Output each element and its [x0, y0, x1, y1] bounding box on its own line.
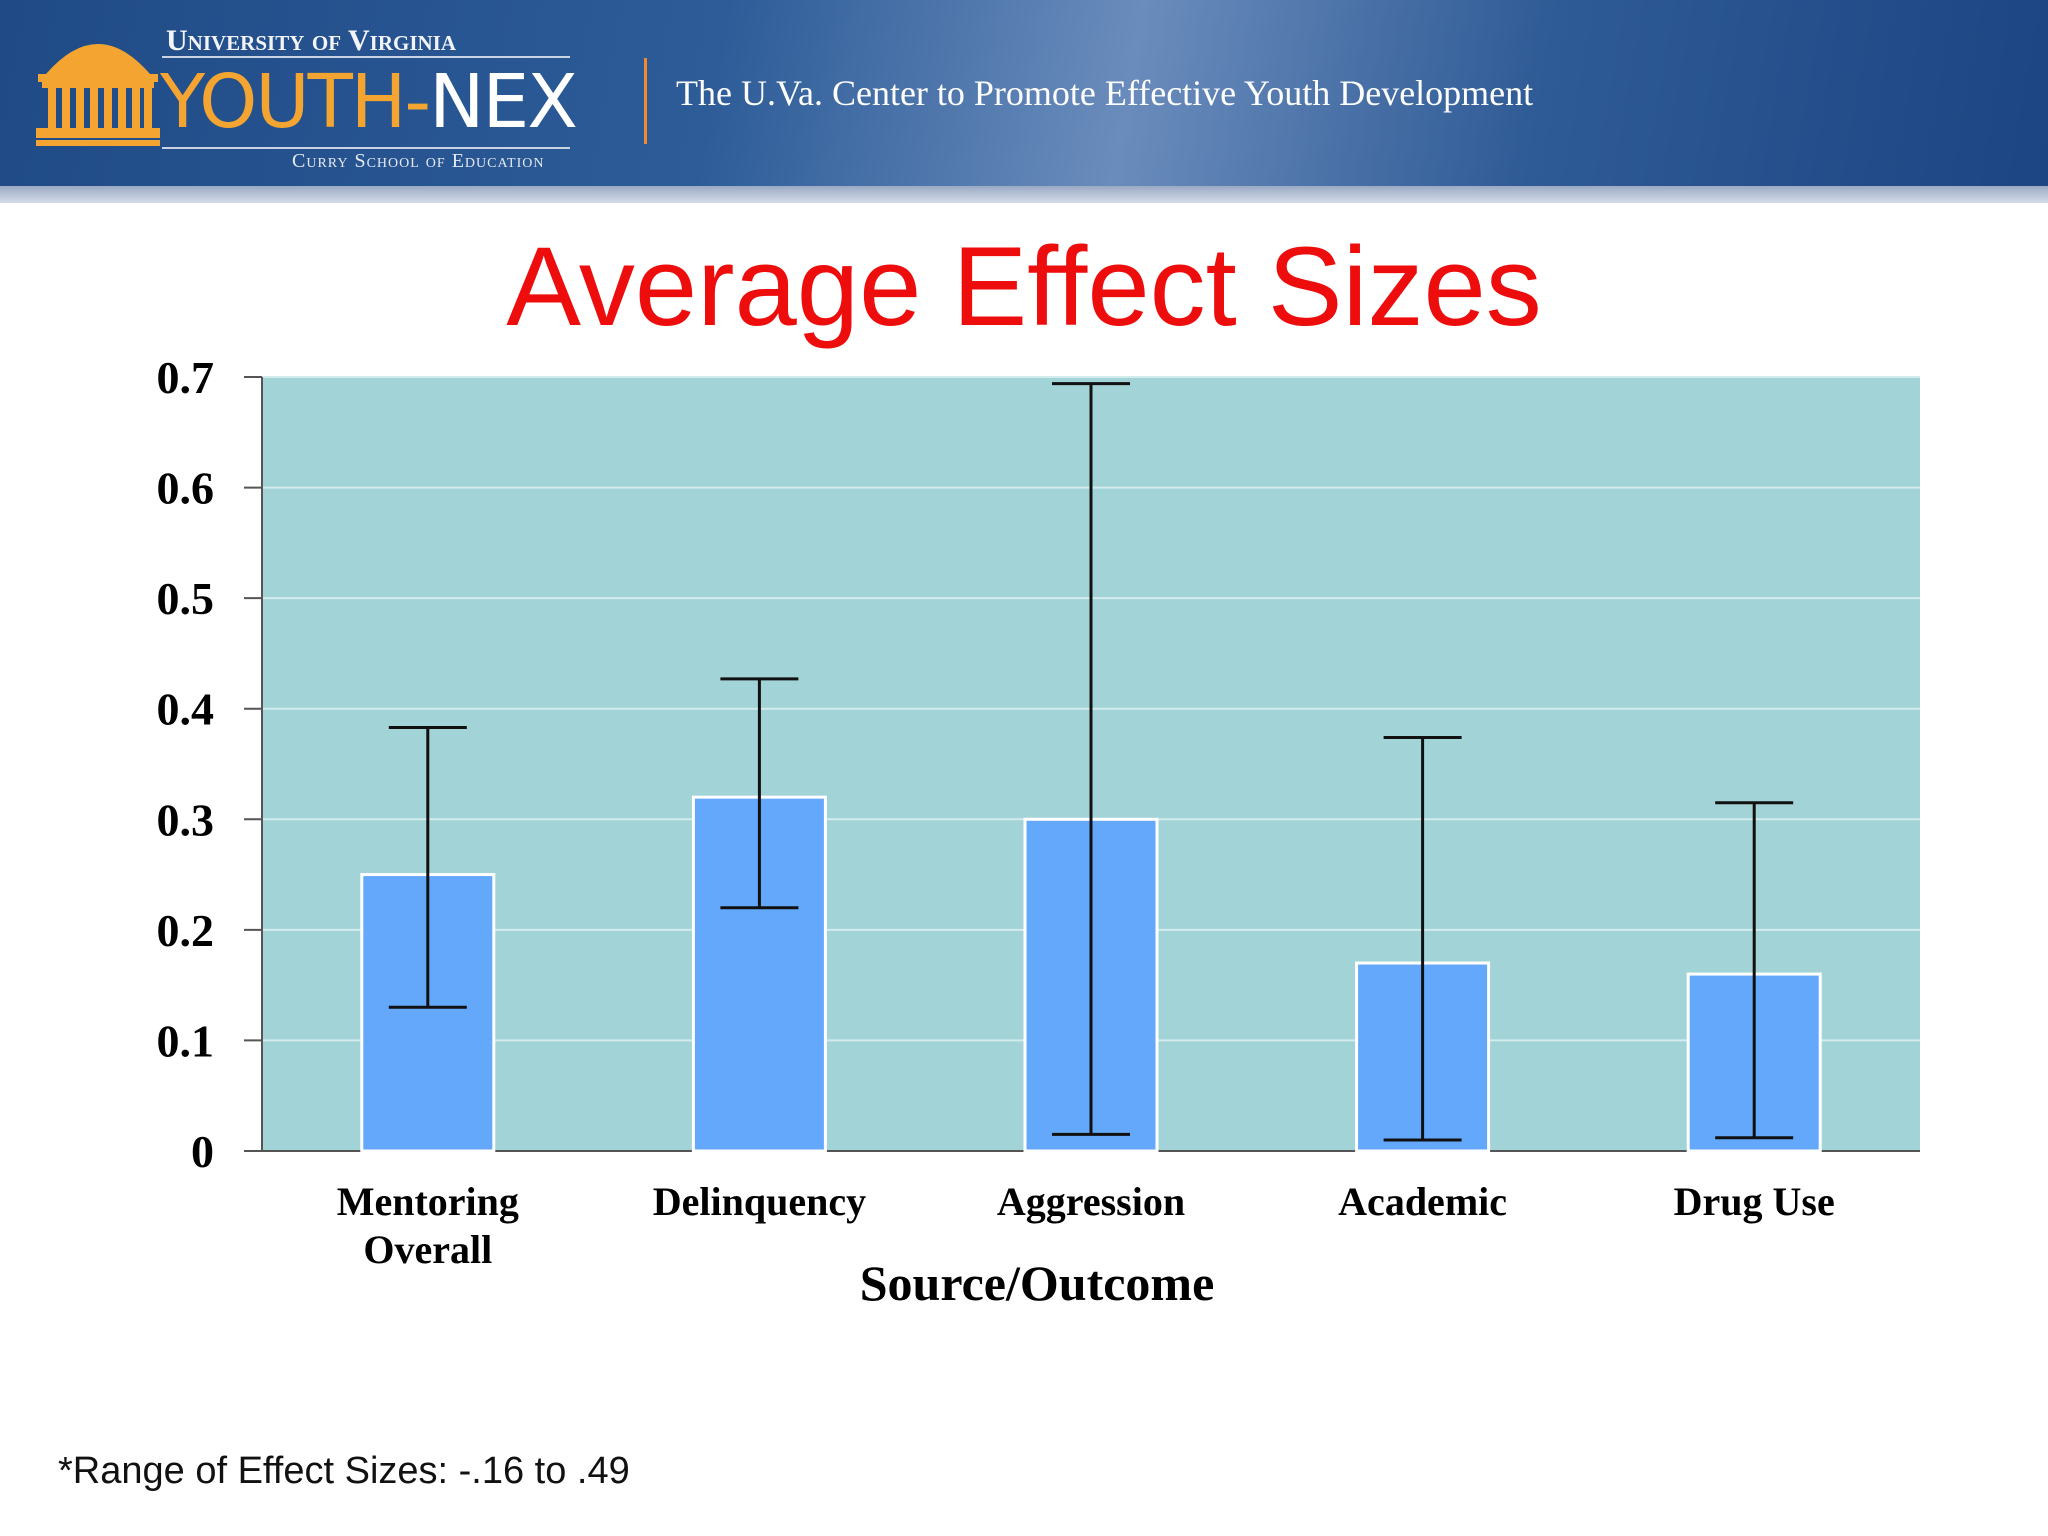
y-tick-label: 0.7 [157, 352, 215, 403]
university-name: University of Virginia [166, 24, 456, 57]
x-tick-label: Aggression [997, 1179, 1185, 1224]
x-tick-label: Drug Use [1674, 1179, 1835, 1224]
brand-part-nex: NEX [429, 59, 578, 145]
y-tick-label: 0.2 [157, 905, 215, 956]
x-axis-title: Source/Outcome [860, 1255, 1215, 1311]
header-banner [0, 0, 2048, 186]
x-tick-label: Mentoring [337, 1179, 519, 1224]
y-tick-label: 0.3 [157, 794, 215, 845]
school-name: Curry School of Education [292, 150, 545, 172]
x-tick-label: Overall [363, 1227, 492, 1272]
brand-wordmark: YOUTH-NEX [160, 59, 578, 145]
brand-part-youth: YOUTH- [160, 59, 431, 145]
header-strip [0, 186, 2048, 203]
logo-rule-bottom [162, 147, 570, 149]
y-tick-label: 0.6 [157, 463, 215, 514]
x-tick-label: Academic [1338, 1179, 1507, 1224]
y-tick-label: 0.4 [157, 684, 215, 735]
y-tick-label: 0.5 [157, 573, 215, 624]
header-divider [644, 58, 647, 144]
rotunda-logo-icon [36, 44, 160, 146]
header-tagline: The U.Va. Center to Promote Effective Yo… [676, 73, 1534, 113]
y-tick-label: 0.1 [157, 1015, 215, 1066]
slide-title: Average Effect Sizes [506, 224, 1542, 349]
y-tick-label: 0 [191, 1126, 214, 1177]
x-tick-label: Delinquency [653, 1179, 866, 1224]
footnote: *Range of Effect Sizes: -.16 to .49 [58, 1450, 630, 1492]
logo-rule-top [162, 56, 570, 58]
